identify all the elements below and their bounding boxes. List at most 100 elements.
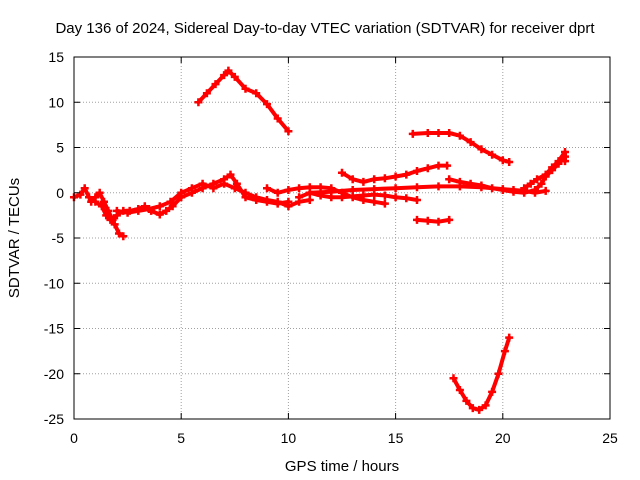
data-point	[252, 89, 261, 98]
series-trace-1	[70, 184, 128, 241]
data-point	[434, 161, 443, 170]
data-point	[273, 197, 282, 206]
x-tick-label: 20	[495, 430, 511, 446]
data-point	[408, 129, 417, 138]
data-point	[488, 150, 497, 159]
data-point	[423, 129, 432, 137]
data-point	[284, 202, 293, 211]
data-point	[95, 188, 104, 197]
x-tick-label: 15	[388, 430, 404, 446]
data-point	[252, 193, 261, 202]
series-line	[415, 217, 452, 224]
data-point	[134, 206, 143, 215]
data-point	[226, 170, 235, 179]
series-trace-10	[194, 66, 293, 136]
series-trace-12	[413, 215, 454, 226]
data-point	[488, 184, 497, 193]
data-point	[230, 72, 239, 81]
data-point	[541, 170, 550, 179]
data-point	[348, 186, 357, 194]
data-point	[123, 208, 132, 217]
data-point	[443, 161, 452, 170]
data-point	[112, 206, 121, 215]
data-point	[241, 84, 250, 93]
data-point	[168, 202, 177, 211]
data-point	[177, 188, 186, 197]
data-point	[166, 197, 175, 206]
data-point	[537, 179, 546, 188]
data-point	[104, 206, 113, 215]
data-point	[505, 333, 514, 342]
x-tick-label: 0	[70, 430, 78, 446]
data-point	[194, 98, 203, 107]
data-point	[475, 405, 484, 414]
data-point	[162, 206, 171, 215]
data-point	[561, 157, 569, 166]
chart-title: Day 136 of 2024, Sidereal Day-to-day VTE…	[55, 20, 595, 37]
data-point	[455, 177, 464, 186]
y-tick-label: -10	[44, 275, 64, 291]
data-point	[509, 187, 518, 196]
y-tick-label: -15	[44, 321, 64, 337]
data-point	[198, 179, 207, 188]
x-axis-label: GPS time / hours	[285, 458, 399, 475]
data-point	[391, 184, 400, 193]
data-point	[434, 129, 443, 137]
data-point	[413, 183, 421, 192]
data-point	[295, 193, 304, 202]
data-point	[91, 193, 100, 202]
data-point	[434, 182, 443, 191]
data-point	[494, 369, 503, 378]
data-point	[488, 387, 497, 396]
data-point	[284, 127, 293, 136]
y-tick-label: -25	[44, 411, 64, 427]
data-point	[466, 138, 475, 147]
series-line	[451, 335, 512, 412]
data-point	[119, 232, 128, 241]
y-tick-label: -5	[52, 230, 65, 246]
data-point	[295, 184, 304, 193]
data-point	[284, 186, 293, 194]
data-point	[115, 229, 123, 238]
data-point	[500, 347, 509, 356]
data-point	[466, 179, 475, 188]
data-point	[423, 216, 432, 225]
axis-ticks: 0 5 10 15 20 25 15 10 5 0 -5 -10 -15 -20 -25	[44, 49, 618, 446]
data-point	[359, 191, 368, 200]
data-point	[434, 217, 443, 226]
data-point	[155, 210, 164, 219]
data-point	[87, 197, 96, 206]
data-point	[211, 80, 220, 89]
data-point	[445, 175, 454, 184]
data-point	[455, 131, 464, 140]
data-point	[220, 179, 229, 188]
data-point	[202, 89, 211, 98]
series-trace-9	[520, 148, 569, 193]
data-layer	[70, 66, 569, 414]
data-point	[413, 215, 421, 224]
data-point	[232, 179, 241, 188]
data-point	[100, 197, 108, 206]
data-point	[533, 175, 542, 184]
data-point	[370, 175, 379, 184]
data-point	[338, 168, 346, 177]
data-point	[76, 190, 85, 199]
series-line	[410, 131, 512, 164]
data-point	[380, 199, 389, 208]
y-tick-label: -20	[44, 366, 64, 382]
data-point	[338, 193, 346, 202]
data-point	[413, 196, 421, 204]
data-point	[391, 172, 400, 181]
data-point	[561, 148, 569, 156]
data-point	[327, 187, 336, 196]
data-point	[263, 196, 271, 204]
data-point	[224, 66, 233, 75]
data-point	[423, 164, 432, 173]
data-point	[541, 186, 550, 195]
data-point	[520, 184, 529, 193]
y-axis-label: SDTVAR / TECUs	[6, 178, 23, 298]
data-point	[370, 185, 379, 194]
data-point	[187, 184, 196, 193]
data-point	[220, 71, 229, 80]
